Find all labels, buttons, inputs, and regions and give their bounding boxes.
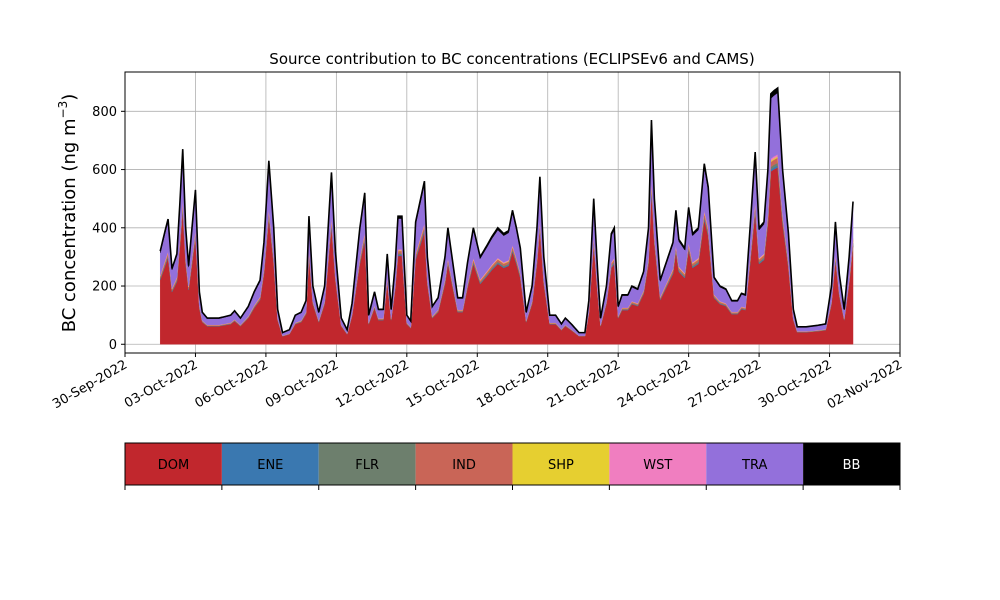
x-tick-label: 18-Oct-2022 — [474, 357, 552, 411]
legend-swatch-ind — [415, 443, 513, 485]
x-tick-label: 03-Oct-2022 — [122, 357, 200, 411]
y-tick-label: 800 — [92, 105, 117, 120]
y-tick-label: 400 — [92, 221, 117, 236]
legend-label-dom: DOM — [158, 458, 189, 473]
x-tick-label: 30-Sep-2022 — [50, 357, 130, 412]
legend-swatch-bb — [803, 443, 900, 485]
x-tick-label: 02-Nov-2022 — [825, 357, 905, 412]
legend-swatch-ene — [221, 443, 319, 485]
legend-swatch-shp — [512, 443, 610, 485]
x-tick-label: 21-Oct-2022 — [545, 357, 623, 411]
legend: DOM ENE FLR IND SHP WST TRA BB — [124, 442, 901, 490]
x-tick-label: 06-Oct-2022 — [193, 357, 271, 411]
chart-title: Source contribution to BC concentrations… — [269, 50, 754, 68]
y-axis-label-exponent: −3 — [56, 101, 70, 119]
legend-label-ene: ENE — [257, 458, 283, 473]
y-tick-label: 600 — [92, 163, 117, 178]
legend-label-bb: BB — [843, 458, 861, 473]
legend-label-wst: WST — [643, 458, 672, 473]
x-tick-label: 15-Oct-2022 — [404, 357, 482, 411]
x-tick-label: 30-Oct-2022 — [756, 357, 834, 411]
y-axis-label: BC concentration (ng m−3) — [56, 94, 80, 333]
stacked-areas — [159, 86, 854, 345]
x-tick-label: 24-Oct-2022 — [615, 357, 693, 411]
y-axis-label-close: ) — [59, 94, 80, 101]
legend-label-shp: SHP — [548, 458, 574, 473]
y-tick-label: 0 — [109, 338, 117, 353]
x-tick-label: 12-Oct-2022 — [333, 357, 411, 411]
y-tick-label: 200 — [92, 280, 117, 295]
y-axis-label-main: BC concentration (ng m — [59, 118, 80, 332]
legend-swatch-tra — [706, 443, 804, 485]
legend-label-tra: TRA — [741, 458, 767, 473]
legend-swatch-dom — [125, 443, 222, 485]
x-tick-label: 27-Oct-2022 — [686, 357, 764, 411]
total-line — [159, 86, 854, 334]
x-tick-label: 09-Oct-2022 — [263, 357, 341, 411]
legend-swatch-wst — [609, 443, 707, 485]
plot-frame — [124, 71, 901, 354]
legend-label-flr: FLR — [355, 458, 379, 473]
legend-label-ind: IND — [452, 458, 476, 473]
legend-swatch-flr — [318, 443, 416, 485]
